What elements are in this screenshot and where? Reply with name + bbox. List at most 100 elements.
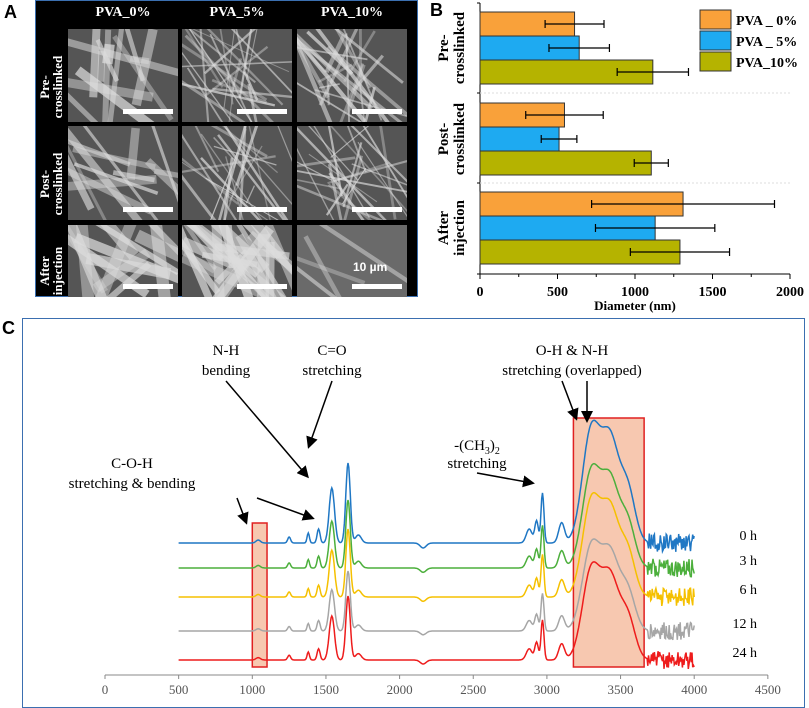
annotation-arrow	[225, 380, 309, 479]
category-label-line: Post-	[436, 123, 452, 156]
annotation: stretching & bending	[69, 476, 196, 492]
fiber	[182, 174, 217, 220]
x-tick-label: 1000	[239, 682, 265, 697]
fiber	[95, 38, 120, 82]
x-tick-label: 500	[547, 285, 568, 300]
x-tick-label: 2000	[776, 285, 804, 300]
legend-swatch	[699, 51, 732, 72]
x-tick-label: 1500	[699, 285, 727, 300]
scale-bar	[352, 109, 402, 114]
x-tick-label: 3000	[534, 682, 560, 697]
fiber	[182, 133, 238, 220]
fiber	[297, 147, 335, 220]
fiber	[343, 155, 364, 220]
series-label: 6 h	[740, 583, 758, 598]
fiber	[82, 126, 159, 220]
fiber	[346, 126, 367, 173]
fiber	[217, 134, 286, 220]
scale-bar	[237, 284, 287, 289]
fiber	[210, 126, 268, 158]
fiber	[200, 157, 261, 220]
highlight-region	[572, 417, 645, 668]
annotation: C=O	[317, 343, 346, 359]
fiber	[327, 126, 343, 197]
fiber	[124, 29, 146, 82]
fiber	[326, 79, 330, 106]
fiber	[297, 82, 363, 122]
fiber	[92, 248, 151, 293]
scale-bar	[237, 207, 287, 212]
sem-image-grid: PVA_0% PVA_5% PVA_10% Pre-crosslinked Po…	[35, 0, 418, 297]
sem-image	[297, 126, 407, 220]
sem-image	[68, 29, 178, 122]
annotation-arrow	[476, 472, 535, 488]
fiber	[297, 36, 367, 122]
fiber	[200, 133, 263, 220]
fiber	[205, 45, 269, 97]
fiber	[248, 126, 271, 220]
annotation: O-H & N-H	[536, 343, 609, 359]
fiber	[257, 234, 270, 297]
fiber	[186, 67, 224, 122]
x-tick-label: 1500	[313, 682, 339, 697]
fiber	[333, 160, 407, 183]
legend-label: PVA _ 5%	[736, 35, 797, 50]
fiber	[297, 184, 384, 220]
fiber	[182, 82, 276, 107]
scale-bar	[237, 109, 287, 114]
fiber	[245, 185, 256, 204]
scale-bar	[123, 284, 173, 289]
category-label-line: injection	[452, 199, 468, 255]
category-label: Post-crosslinked	[436, 102, 468, 175]
sem-image	[68, 126, 178, 220]
fiber	[297, 161, 333, 181]
x-axis-label: Diameter (nm)	[594, 298, 676, 313]
annotation: stretching	[447, 456, 507, 472]
category-label-line: crosslinked	[452, 102, 468, 175]
fiber	[325, 183, 349, 216]
annotation: -(CH3)2	[454, 438, 500, 457]
fiber	[102, 29, 112, 122]
fiber	[223, 183, 238, 220]
column-header: PVA_10%	[321, 5, 383, 20]
fiber	[182, 161, 269, 220]
fiber	[191, 29, 290, 73]
series-label: 0 h	[740, 529, 758, 544]
annotation-arrow	[256, 497, 315, 521]
fiber	[225, 127, 292, 205]
fiber	[218, 126, 247, 220]
fiber	[238, 29, 253, 98]
fiber	[233, 128, 247, 168]
fiber	[199, 29, 210, 122]
bar	[479, 215, 656, 241]
annotation: bending	[202, 363, 251, 379]
ftir-spectra-chart: 0 500 1000 1500 2000 2500 3000 3500 4000 4500 0 h 3…	[69, 343, 781, 697]
fiber	[350, 126, 407, 183]
fiber	[235, 29, 248, 70]
fiber	[126, 127, 140, 180]
annotation: stretching	[302, 363, 362, 379]
fiber	[194, 126, 220, 173]
series-label: 24 h	[733, 646, 758, 661]
panel-c-label: C	[2, 318, 15, 338]
fiber	[97, 51, 106, 82]
fiber	[182, 225, 213, 297]
spectrum-line	[178, 491, 695, 607]
fiber	[238, 126, 247, 220]
fiber	[212, 87, 292, 99]
annotation-part: 2	[495, 446, 500, 457]
scale-bar	[352, 207, 402, 212]
fiber	[213, 136, 245, 171]
x-tick-label: 0	[102, 682, 109, 697]
fiber	[297, 126, 387, 220]
fiber	[379, 126, 397, 220]
sem-images	[68, 29, 407, 297]
annotation-part: )	[490, 438, 495, 454]
fiber	[265, 241, 275, 297]
sem-image	[182, 29, 292, 122]
scale-bar	[352, 284, 402, 289]
sem-image	[68, 225, 178, 297]
legend-label: PVA _ 0%	[736, 14, 797, 29]
fiber	[107, 29, 125, 122]
series-label: 3 h	[740, 554, 758, 569]
